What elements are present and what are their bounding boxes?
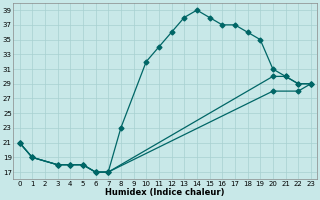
X-axis label: Humidex (Indice chaleur): Humidex (Indice chaleur) [106,188,225,197]
